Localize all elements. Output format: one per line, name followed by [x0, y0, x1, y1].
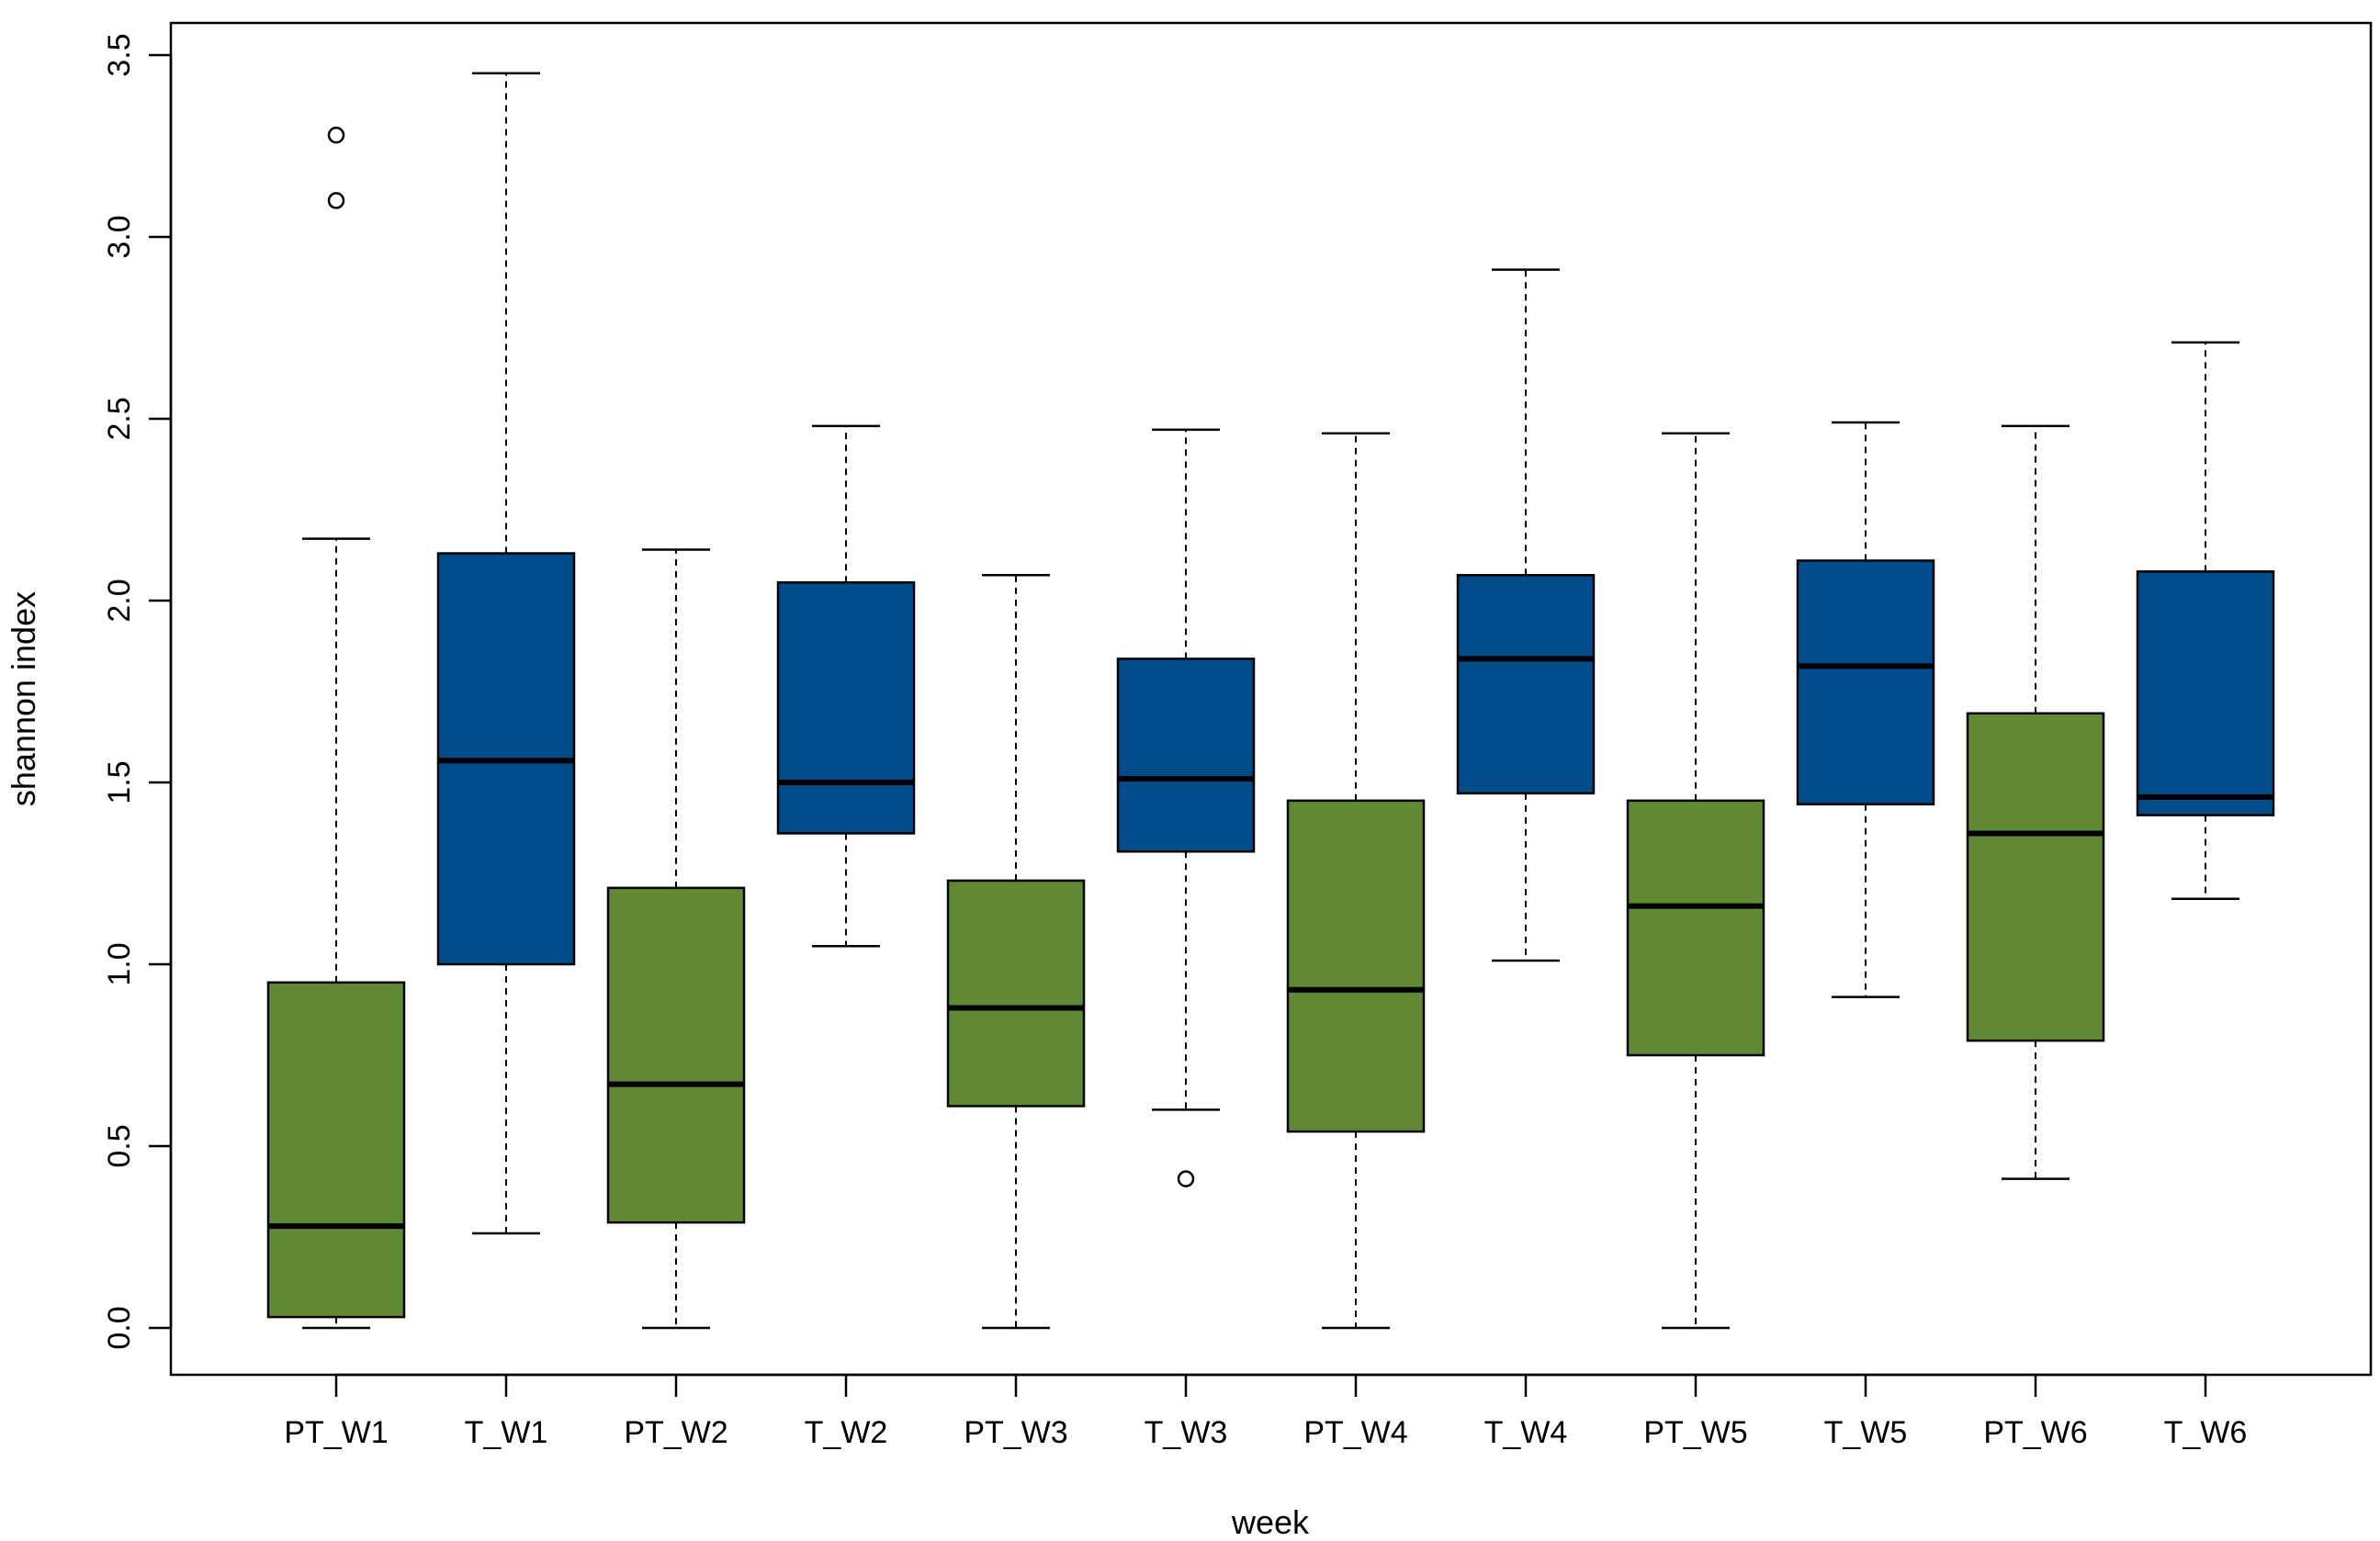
iqr-box	[1626, 799, 1765, 1057]
y-tick-label: 0.5	[102, 1124, 137, 1167]
iqr-box	[1286, 799, 1426, 1133]
x-tick-label: T_W6	[2164, 1415, 2248, 1450]
x-tick-label: PT_W2	[624, 1415, 728, 1450]
x-tick-label: T_W4	[1484, 1415, 1568, 1450]
x-tick-label: PT_W5	[1643, 1415, 1747, 1450]
outlier-point	[1177, 1170, 1195, 1187]
outlier-point	[327, 192, 345, 209]
box-pt-w3	[946, 574, 1086, 1330]
y-axis-title: shannon index	[5, 591, 42, 806]
box-pt-w6	[1966, 424, 2105, 1180]
x-tick-label: PT_W4	[1303, 1415, 1407, 1450]
box-t-w4	[1456, 268, 1596, 962]
iqr-box	[1116, 658, 1256, 853]
box-pt-w2	[606, 548, 746, 1330]
y-axis: 0.0 0.5 1.0 1.5 2.0 2.5 3.0 3.5	[102, 33, 173, 1350]
x-tick-label: T_W5	[1824, 1415, 1908, 1450]
iqr-box	[1966, 712, 2105, 1042]
y-tick-label: 3.5	[102, 33, 137, 76]
x-tick-label: T_W3	[1145, 1415, 1228, 1450]
box-t-w3	[1116, 428, 1256, 1187]
iqr-box	[266, 981, 406, 1319]
box-t-w6	[2136, 341, 2275, 900]
iqr-box	[2136, 570, 2275, 816]
y-tick-label: 2.5	[102, 397, 137, 440]
x-tick-label: T_W1	[465, 1415, 548, 1450]
box-pt-w5	[1626, 432, 1765, 1330]
iqr-box	[1456, 574, 1596, 795]
y-tick-label: 1.0	[102, 942, 137, 985]
iqr-box	[776, 580, 916, 835]
boxes-layer	[266, 72, 2275, 1330]
y-tick-label: 3.0	[102, 215, 137, 258]
box-t-w2	[776, 424, 916, 948]
x-axis-title: week	[1231, 1503, 1310, 1541]
iqr-box	[1796, 559, 1935, 806]
box-pt-w1	[266, 126, 406, 1330]
box-t-w5	[1796, 421, 1935, 998]
x-tick-label: PT_W3	[964, 1415, 1067, 1450]
iqr-box	[606, 886, 746, 1224]
box-t-w1	[436, 72, 576, 1235]
x-tick-label: PT_W1	[284, 1415, 388, 1450]
y-tick-label: 1.5	[102, 760, 137, 804]
y-tick-label: 2.0	[102, 579, 137, 622]
outlier-point	[327, 126, 345, 144]
x-tick-label: T_W2	[805, 1415, 888, 1450]
x-tick-label: PT_W6	[1983, 1415, 2087, 1450]
x-axis: PT_W1 T_W1 PT_W2 T_W2 PT_W3 T_W3 PT_W4 T_W4 PT_W…	[284, 1373, 2248, 1450]
iqr-box	[946, 879, 1086, 1108]
box-pt-w4	[1286, 432, 1426, 1330]
y-tick-label: 0.0	[102, 1306, 137, 1349]
